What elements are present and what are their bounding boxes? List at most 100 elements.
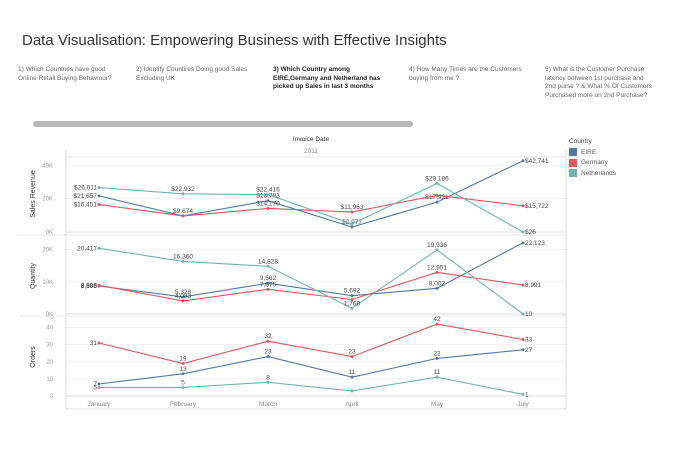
quantity-line-netherlands <box>98 247 524 315</box>
orders-point-germany <box>521 338 525 342</box>
x-tick-label-may: May <box>431 401 444 408</box>
horizontal-scrollbar[interactable] <box>33 121 413 127</box>
orders-tick-label: 30 <box>46 343 53 349</box>
tab-label-line: Purchased more on 2nd Purchase? <box>545 91 648 99</box>
quantity-point-netherlands <box>435 248 439 252</box>
orders-point-eire <box>181 372 185 376</box>
sales-revenue-axis-title: Sales Revenue <box>30 170 37 218</box>
sales-revenue-data-label-eire: $9,674 <box>173 208 193 215</box>
sales-revenue-data-label-germany: $15,722 <box>525 203 549 210</box>
tab-label-line: latency between 1st purchase and <box>545 74 644 82</box>
legend-item-eire[interactable]: EIRE <box>569 147 616 158</box>
quantity-point-germany <box>435 270 439 274</box>
orders-point-eire <box>521 348 525 352</box>
orders-line-germany <box>98 323 524 365</box>
orders-point-germany <box>266 339 270 343</box>
tab-sales-last-3-months[interactable]: 3) Which Country among EIRE,Germany and … <box>273 66 380 92</box>
sales-revenue-point-germany <box>350 210 354 214</box>
sales-revenue-data-label-netherlands: $26 <box>525 229 536 236</box>
quantity-tick-label: 10K <box>42 280 53 286</box>
legend-title: Country <box>569 138 592 145</box>
sales-revenue-data-label-netherlands: $22,932 <box>171 186 195 193</box>
orders-data-label-eire: 23 <box>264 349 272 356</box>
quantity-data-label-germany: 12,951 <box>427 264 447 271</box>
sales-revenue-data-label-netherlands: $26,611 <box>74 185 97 192</box>
tab-label-line: Online Retail Buying Behaviour? <box>18 74 112 82</box>
orders-data-label-netherlands: 11 <box>434 369 441 376</box>
quantity-point-germany <box>181 299 185 303</box>
orders-point-germany <box>181 361 185 365</box>
orders-point-netherlands <box>266 380 270 384</box>
orders-tick-label: 0 <box>50 394 54 400</box>
sales-revenue-point-netherlands <box>97 186 101 190</box>
sales-revenue-data-label-germany: $14,170 <box>256 200 280 207</box>
sales-revenue-point-netherlands <box>435 181 439 185</box>
legend-label: EIRE <box>581 148 597 156</box>
legend-item-germany[interactable]: Germany <box>569 158 616 169</box>
tab-customer-buying-frequency[interactable]: 4) How Many Times are the Customers buyi… <box>409 66 522 83</box>
quantity-data-label-netherlands: 19,936 <box>427 242 447 249</box>
quantity-point-eire <box>266 281 270 285</box>
orders-data-label-germany: 32 <box>264 333 272 340</box>
legend-item-netherlands[interactable]: Netherlands <box>569 168 616 179</box>
sales-revenue-tick-label: 20K <box>42 197 53 203</box>
quantity-point-netherlands <box>181 259 185 263</box>
quantity-point-eire <box>435 286 439 290</box>
sales-revenue-point-germany <box>97 203 101 207</box>
sales-revenue-data-label-eire: $18,783 <box>256 193 280 200</box>
tab-label-line: 2nd purse ? & What % Of Customers <box>545 83 652 90</box>
quantity-data-label-netherlands: 10 <box>525 311 533 318</box>
quantity-point-eire <box>97 284 101 288</box>
sales-revenue-data-label-germany: $11,963 <box>340 204 363 211</box>
quantity-tick-label: 20K <box>42 248 53 254</box>
quantity-point-netherlands <box>266 264 270 268</box>
quantity-data-label-netherlands: 1,768 <box>344 300 361 307</box>
orders-line-netherlands <box>99 376 524 395</box>
tab-online-retail-behaviour[interactable]: 1) Which Countries have good Online Reta… <box>18 66 112 83</box>
quantity-data-label-germany: 4,083 <box>175 293 192 300</box>
sales-revenue-point-eire <box>435 200 439 204</box>
tab-countries-sales-excluding-uk[interactable]: 2) Identify Countires Doing good Sales E… <box>136 66 247 83</box>
sales-revenue-point-eire <box>521 159 525 163</box>
sales-revenue-point-germany <box>181 214 185 218</box>
quantity-data-label-netherlands: 20,417 <box>77 245 97 252</box>
sales-revenue-data-label-eire: $17,921 <box>425 194 449 201</box>
quantity-data-label-eire: 5,692 <box>344 288 361 295</box>
sales-revenue-data-label-germany: $16,451 <box>74 202 98 209</box>
tab-label-line: picked up Sales in last 3 months <box>273 83 374 90</box>
country-legend: Country EIRE Germany Netherlands <box>569 138 616 179</box>
orders-point-eire <box>435 356 439 360</box>
quantity-point-netherlands <box>97 246 101 250</box>
quantity-point-netherlands <box>521 312 525 316</box>
x-tick-label-january: January <box>87 401 111 408</box>
quantity-data-label-netherlands: 14,828 <box>258 258 278 265</box>
legend-label: Germany <box>581 159 608 167</box>
quantity-point-eire <box>521 241 525 245</box>
orders-data-label-netherlands: 1 <box>525 391 529 398</box>
sales-revenue-data-label-eire: $21,657 <box>74 193 98 200</box>
quantity-data-label-germany: 7,675 <box>260 281 277 288</box>
tab-purchase-latency[interactable]: 5) What is the Customer Purchase latency… <box>545 66 652 100</box>
x-tick-label-february: February <box>170 401 197 408</box>
quantity-point-germany <box>350 298 354 302</box>
legend-swatch-germany <box>569 158 577 167</box>
orders-point-germany <box>350 355 354 359</box>
orders-point-eire <box>97 382 101 386</box>
tab-label-line: 4) How Many Times are the Customers <box>409 66 522 73</box>
orders-point-eire <box>350 375 354 379</box>
quantity-point-germany <box>521 283 525 287</box>
sales-revenue-data-label-netherlands: $29,186 <box>425 175 449 182</box>
orders-point-eire <box>266 355 270 359</box>
legend-swatch-eire <box>569 148 577 157</box>
quantity-point-netherlands <box>350 306 354 310</box>
quantity-point-germany <box>266 287 270 291</box>
quantity-line-eire <box>98 242 524 298</box>
sales-revenue-data-label-eire: $2,977 <box>342 219 362 226</box>
tab-label-line: buying from me ? <box>409 74 460 82</box>
orders-point-netherlands <box>97 385 101 389</box>
chart-year: 2011 <box>304 148 318 155</box>
tab-label-line: 2) Identify Countires Doing good Sales <box>136 66 248 73</box>
orders-point-netherlands <box>350 389 354 393</box>
sales-revenue-line-eire <box>98 160 524 228</box>
tab-label-line: 3) Which Country among <box>273 66 350 73</box>
